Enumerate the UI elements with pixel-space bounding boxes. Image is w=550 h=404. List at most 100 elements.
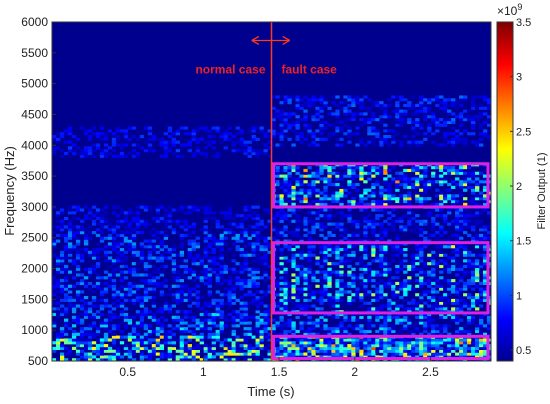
heatmap-cell xyxy=(180,220,184,223)
heatmap-cell xyxy=(439,259,443,262)
heatmap-cell xyxy=(323,214,327,217)
heatmap-cell xyxy=(172,355,176,358)
heatmap-cell xyxy=(415,127,419,130)
heatmap-cell xyxy=(443,132,447,135)
heatmap-cell xyxy=(307,288,311,291)
heatmap-cell xyxy=(319,129,323,132)
heatmap-cell xyxy=(379,101,383,104)
heatmap-cell xyxy=(371,307,375,310)
heatmap-cell xyxy=(108,242,112,245)
heatmap-cell xyxy=(343,353,347,356)
heatmap-cell xyxy=(256,341,260,344)
heatmap-cell xyxy=(236,285,240,288)
heatmap-cell xyxy=(427,183,431,186)
heatmap-cell xyxy=(252,276,256,279)
heatmap-cell xyxy=(128,127,132,130)
heatmap-cell xyxy=(172,152,176,155)
heatmap-cell xyxy=(299,276,303,279)
heatmap-cell xyxy=(204,251,208,254)
heatmap-cell xyxy=(84,214,88,217)
heatmap-cell xyxy=(68,305,72,308)
heatmap-cell xyxy=(387,175,391,178)
heatmap-cell xyxy=(455,194,459,197)
heatmap-cell xyxy=(415,169,419,172)
heatmap-cell xyxy=(463,324,467,327)
heatmap-cell xyxy=(248,336,252,339)
heatmap-cell xyxy=(84,228,88,231)
heatmap-cell xyxy=(319,132,323,135)
heatmap-cell xyxy=(295,95,299,98)
heatmap-cell xyxy=(236,225,240,228)
heatmap-cell xyxy=(355,293,359,296)
heatmap-cell xyxy=(156,206,160,209)
heatmap-cell xyxy=(399,282,403,285)
heatmap-cell xyxy=(220,324,224,327)
heatmap-cell xyxy=(204,248,208,251)
heatmap-cell xyxy=(427,211,431,214)
heatmap-cell xyxy=(447,223,451,226)
heatmap-cell xyxy=(56,132,60,135)
heatmap-cell xyxy=(331,214,335,217)
heatmap-cell xyxy=(419,143,423,146)
heatmap-cell xyxy=(423,223,427,226)
heatmap-cell xyxy=(128,299,132,302)
heatmap-cell xyxy=(232,293,236,296)
heatmap-cell xyxy=(220,353,224,356)
heatmap-cell xyxy=(256,290,260,293)
heatmap-cell xyxy=(160,231,164,234)
heatmap-cell xyxy=(116,206,120,209)
heatmap-cell xyxy=(264,240,268,243)
heatmap-cell xyxy=(423,353,427,356)
heatmap-cell xyxy=(76,333,80,336)
heatmap-cell xyxy=(443,180,447,183)
heatmap-cell xyxy=(56,259,60,262)
heatmap-cell xyxy=(331,124,335,127)
heatmap-cell xyxy=(323,338,327,341)
heatmap-cell xyxy=(415,327,419,330)
heatmap-cell xyxy=(60,220,64,223)
heatmap-cell xyxy=(287,350,291,353)
heatmap-cell xyxy=(275,95,279,98)
heatmap-cell xyxy=(128,333,132,336)
heatmap-cell xyxy=(256,217,260,220)
heatmap-cell xyxy=(291,279,295,282)
heatmap-cell xyxy=(232,285,236,288)
heatmap-cell xyxy=(84,341,88,344)
heatmap-cell xyxy=(212,336,216,339)
heatmap-cell xyxy=(407,208,411,211)
heatmap-cell xyxy=(76,259,80,262)
heatmap-cell xyxy=(311,305,315,308)
heatmap-cell xyxy=(327,124,331,127)
heatmap-cell xyxy=(92,254,96,257)
heatmap-cell xyxy=(291,259,295,262)
heatmap-cell xyxy=(256,138,260,141)
heatmap-cell xyxy=(307,231,311,234)
heatmap-cell xyxy=(124,245,128,248)
heatmap-cell xyxy=(120,231,124,234)
heatmap-cell xyxy=(443,177,447,180)
heatmap-cell xyxy=(383,129,387,132)
heatmap-cell xyxy=(132,341,136,344)
heatmap-cell xyxy=(152,271,156,274)
heatmap-cell xyxy=(156,237,160,240)
heatmap-cell xyxy=(291,234,295,237)
heatmap-cell xyxy=(307,194,311,197)
heatmap-cell xyxy=(148,324,152,327)
heatmap-cell xyxy=(323,256,327,259)
heatmap-cell xyxy=(64,129,68,132)
heatmap-cell xyxy=(287,299,291,302)
heatmap-cell xyxy=(311,104,315,107)
heatmap-cell xyxy=(116,251,120,254)
heatmap-cell xyxy=(347,214,351,217)
heatmap-cell xyxy=(180,254,184,257)
heatmap-cell xyxy=(351,316,355,319)
heatmap-cell xyxy=(459,347,463,350)
y-tick-label: 6000 xyxy=(21,15,48,29)
heatmap-cell xyxy=(335,285,339,288)
heatmap-cell xyxy=(100,138,104,141)
heatmap-cell xyxy=(455,223,459,226)
heatmap-cell xyxy=(315,200,319,203)
heatmap-cell xyxy=(287,101,291,104)
heatmap-cell xyxy=(335,341,339,344)
heatmap-cell xyxy=(216,290,220,293)
